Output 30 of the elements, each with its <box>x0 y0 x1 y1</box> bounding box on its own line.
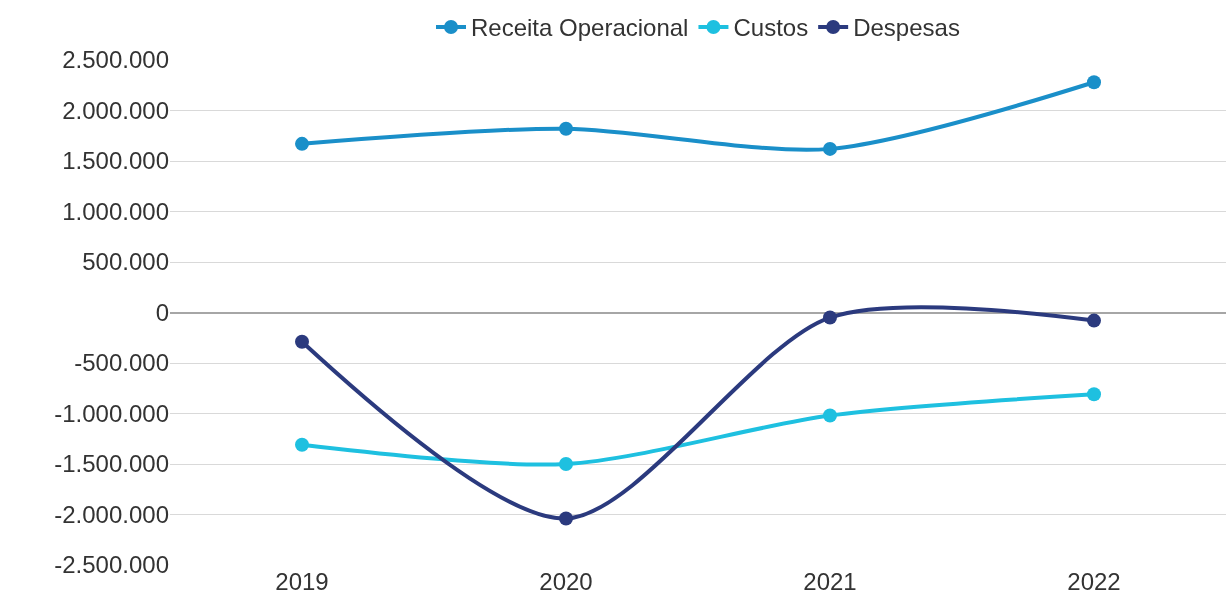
y-tick-label: -1.500.000 <box>54 450 169 478</box>
point <box>559 457 573 471</box>
y-tick-label: 2.000.000 <box>62 96 169 124</box>
point <box>295 334 309 349</box>
point <box>1087 75 1101 90</box>
point <box>1087 387 1101 402</box>
x-tick-label: 2021 <box>803 568 857 595</box>
point <box>823 408 837 423</box>
legend-label: Custos <box>733 14 809 42</box>
legend-label: Receita Operacional <box>471 14 689 42</box>
point <box>823 141 837 156</box>
point <box>823 310 837 325</box>
point <box>295 136 309 151</box>
y-tick-label: -2.000.000 <box>54 500 169 528</box>
y-tick-label: 500.000 <box>82 248 169 276</box>
y-tick-label: 2.500.000 <box>62 46 169 74</box>
point <box>1087 313 1101 328</box>
y-tick-label: 1.500.000 <box>62 147 169 175</box>
point <box>295 437 309 452</box>
x-tick-label: 2019 <box>275 568 329 595</box>
point <box>559 511 573 526</box>
legend-label: Despesas <box>853 14 960 42</box>
y-tick-label: 0 <box>155 298 169 326</box>
y-tick-label: -500.000 <box>74 349 169 377</box>
x-tick-label: 2020 <box>539 568 593 595</box>
y-tick-label: 1.000.000 <box>62 197 169 225</box>
x-tick-label: 2022 <box>1067 568 1121 595</box>
point <box>559 121 573 136</box>
y-tick-label: -2.500.000 <box>54 551 169 579</box>
y-tick-label: -1.000.000 <box>54 399 169 427</box>
